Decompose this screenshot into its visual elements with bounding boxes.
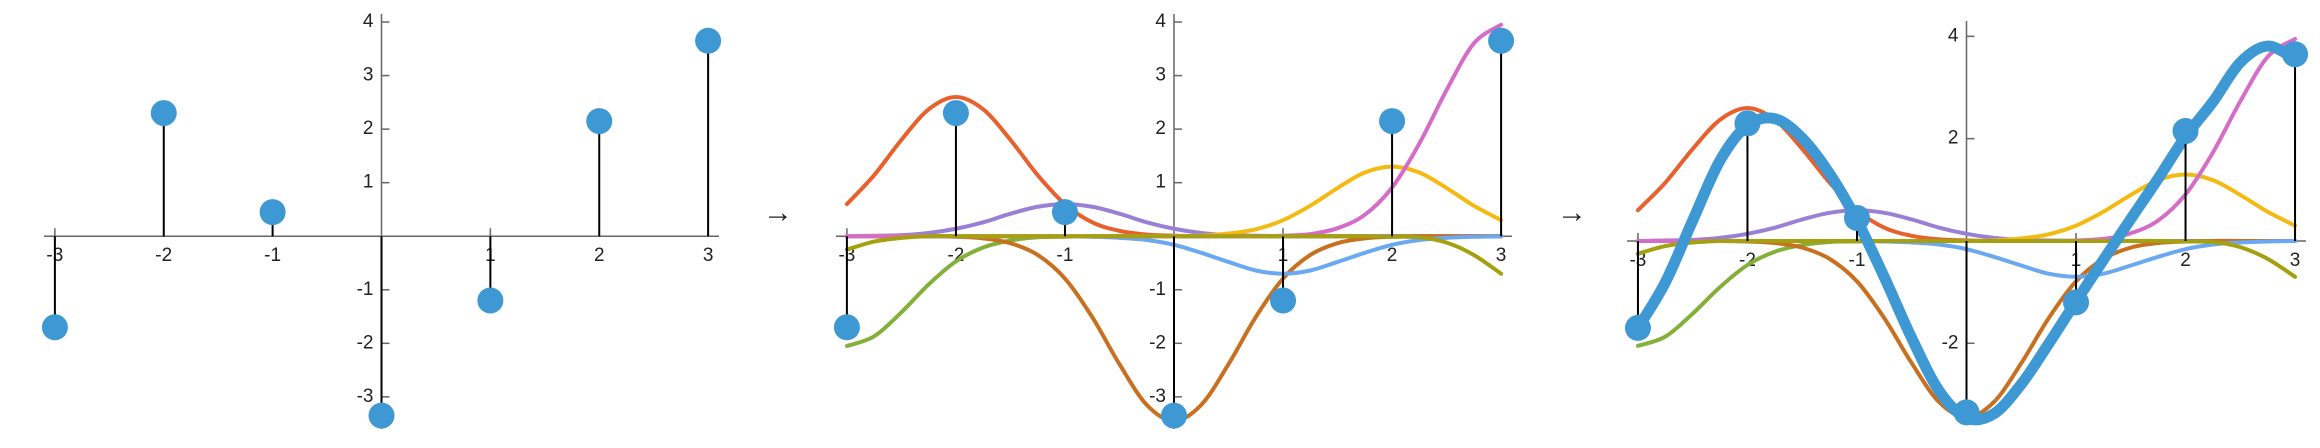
x-tick-label: 2: [594, 245, 605, 266]
point: [586, 108, 613, 135]
point: [1734, 110, 1761, 137]
point: [2282, 41, 2309, 68]
x-tick-label: 3: [1496, 245, 1507, 266]
arrow: →: [1557, 196, 1587, 229]
x-tick-label: 2: [2180, 250, 2191, 271]
y-tick-label: 2: [1948, 128, 1959, 149]
point: [1161, 402, 1187, 429]
point: [1624, 314, 1651, 341]
point: [1488, 27, 1515, 54]
point: [1270, 287, 1297, 314]
point: [2063, 289, 2090, 316]
point: [1953, 399, 1980, 426]
y-tick-label: -3: [1149, 386, 1166, 407]
y-tick-label: -2: [1149, 332, 1166, 353]
y-tick-label: -1: [1149, 279, 1166, 300]
y-tick-label: 2: [363, 118, 374, 139]
point: [41, 314, 68, 341]
point: [833, 314, 860, 341]
point: [1051, 199, 1078, 226]
arrow: →: [763, 196, 793, 229]
y-tick-label: 1: [363, 172, 374, 193]
y-tick-label: 1: [1155, 172, 1166, 193]
point: [477, 287, 504, 314]
point: [942, 100, 969, 127]
x-tick-label: -1: [1849, 250, 1866, 271]
x-tick-label: -2: [155, 245, 172, 266]
point: [150, 100, 177, 127]
y-tick-label: -3: [357, 386, 374, 407]
x-tick-label: 2: [1387, 245, 1398, 266]
x-tick-label: -1: [264, 245, 281, 266]
y-tick-label: 4: [1155, 11, 1166, 32]
y-tick-label: -2: [357, 332, 374, 353]
x-tick-label: 3: [2290, 250, 2301, 271]
point: [1843, 204, 1870, 231]
point: [368, 402, 395, 429]
y-tick-label: 4: [1948, 25, 1959, 46]
y-tick-label: 3: [363, 65, 374, 86]
y-tick-label: 3: [1155, 65, 1166, 86]
point: [259, 199, 286, 226]
y-tick-label: -1: [357, 279, 374, 300]
y-tick-label: 4: [363, 11, 374, 32]
x-tick-label: 3: [703, 245, 714, 266]
x-tick-label: -1: [1057, 245, 1074, 266]
point: [1379, 108, 1406, 135]
y-tick-label: 2: [1155, 118, 1166, 139]
y-tick-label: -2: [1942, 332, 1959, 353]
point: [695, 27, 722, 54]
point: [2172, 117, 2199, 144]
